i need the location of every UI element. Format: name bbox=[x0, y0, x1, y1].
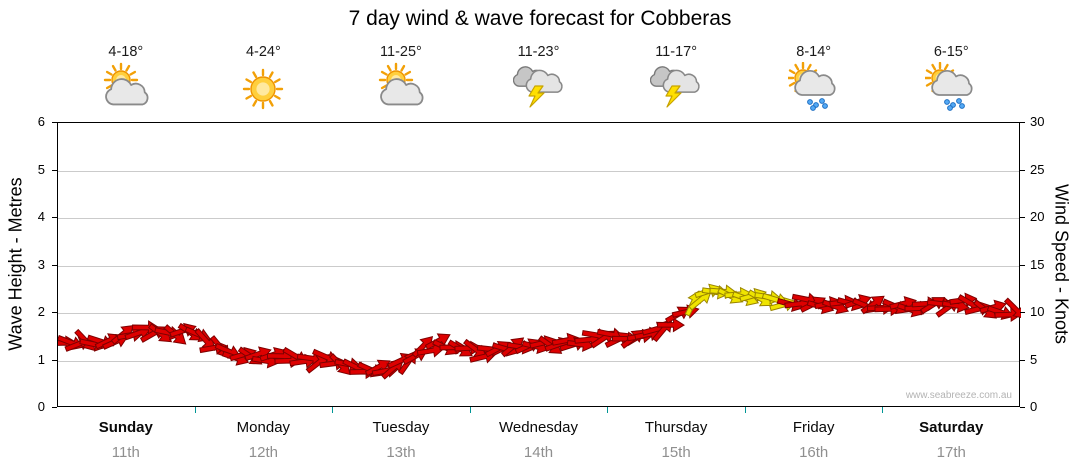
day-boundary-tick bbox=[332, 407, 334, 413]
page-title: 7 day wind & wave forecast for Cobberas bbox=[348, 7, 732, 30]
gridline bbox=[58, 170, 1019, 172]
temp-range: 4-18° bbox=[108, 44, 144, 60]
sun-cloud-icon bbox=[375, 62, 427, 119]
left-axis-tick-label: 6 bbox=[37, 114, 45, 129]
tick-mark bbox=[52, 312, 57, 313]
storm-icon bbox=[649, 62, 702, 119]
temperature-row: 4-18° 4-24° 11-25° 11-23° 11-17° 8-14° 6-15° bbox=[57, 42, 1020, 62]
day-boundary-tick bbox=[469, 407, 471, 413]
temp-range: 8-14° bbox=[796, 44, 832, 60]
weather-icons-row bbox=[57, 61, 1020, 119]
day-name: Friday bbox=[792, 418, 835, 436]
day-name: Saturday bbox=[919, 418, 984, 436]
day-dates-row: 11th 12th 13th 14th 15th 16th 17th bbox=[57, 442, 1020, 462]
day-name: Tuesday bbox=[372, 418, 430, 436]
tick-mark bbox=[52, 264, 57, 266]
tick-mark bbox=[1020, 359, 1025, 361]
day-boundary-tick bbox=[882, 407, 884, 413]
tick-mark bbox=[52, 122, 57, 123]
right-axis-tick-label: 25 bbox=[1030, 161, 1045, 177]
day-names-row: Sunday Monday Tuesday Wednesday Thursday Frid… bbox=[57, 417, 1020, 437]
right-axis-tick-label: 10 bbox=[1030, 304, 1045, 319]
watermark: www.seabreeze.com.au bbox=[905, 390, 1012, 401]
day-name: Wednesday bbox=[499, 418, 578, 436]
tick-mark bbox=[1020, 407, 1025, 408]
tick-mark bbox=[1020, 312, 1025, 313]
left-axis-tick-label: 5 bbox=[37, 161, 45, 177]
gridline bbox=[58, 313, 1019, 314]
day-date: 16th bbox=[799, 443, 829, 461]
day-date: 13th bbox=[386, 443, 416, 461]
day-name: Monday bbox=[236, 418, 291, 436]
tick-mark bbox=[52, 169, 57, 171]
day-boundary-tick bbox=[744, 407, 746, 413]
right-axis-tick-label: 15 bbox=[1030, 256, 1045, 272]
day-date: 14th bbox=[523, 443, 554, 461]
chart-plot-area: www.seabreeze.com.au bbox=[57, 122, 1021, 407]
day-name: Sunday bbox=[98, 418, 153, 436]
tick-mark bbox=[52, 407, 57, 408]
day-name: Thursday bbox=[644, 418, 708, 436]
gridline bbox=[58, 265, 1019, 267]
temp-range: 11-23° bbox=[517, 44, 560, 60]
left-axis-tick-labels: 0 1 2 3 4 5 6 bbox=[0, 114, 52, 414]
sun-cloud-icon bbox=[100, 62, 152, 119]
wind-direction-arrow-band bbox=[58, 283, 1021, 380]
right-axis-tick-label: 5 bbox=[1030, 351, 1038, 367]
day-date: 15th bbox=[661, 443, 691, 461]
sun-rain-icon bbox=[924, 61, 977, 119]
tick-mark bbox=[52, 359, 57, 361]
gridline bbox=[58, 218, 1019, 219]
storm-icon bbox=[512, 62, 565, 119]
gridline bbox=[58, 360, 1019, 362]
day-boundary-tick bbox=[194, 407, 196, 413]
sun-icon bbox=[237, 62, 289, 119]
day-boundary-tick bbox=[607, 407, 609, 413]
temp-range: 11-17° bbox=[655, 44, 697, 60]
right-axis-tick-label: 30 bbox=[1030, 114, 1045, 129]
right-axis-tick-label: 0 bbox=[1030, 399, 1038, 414]
left-axis-tick-label: 2 bbox=[37, 304, 45, 319]
tick-mark bbox=[1020, 122, 1025, 123]
left-axis-tick-label: 0 bbox=[37, 399, 45, 414]
right-axis-tick-labels: 0 5 10 15 20 25 30 bbox=[1023, 114, 1079, 414]
day-date: 11th bbox=[111, 443, 140, 461]
right-axis-tick-label: 20 bbox=[1030, 209, 1045, 224]
tick-mark bbox=[1020, 217, 1025, 218]
day-date: 17th bbox=[936, 443, 966, 461]
left-axis-tick-label: 4 bbox=[37, 209, 45, 224]
temp-range: 6-15° bbox=[933, 44, 969, 60]
tick-mark bbox=[52, 217, 57, 218]
sun-rain-icon bbox=[786, 61, 840, 119]
temp-range: 11-25° bbox=[380, 44, 422, 60]
tick-mark bbox=[1020, 264, 1025, 266]
temp-range: 4-24° bbox=[245, 44, 281, 60]
left-axis-tick-label: 3 bbox=[37, 256, 45, 272]
left-axis-tick-label: 1 bbox=[37, 351, 45, 367]
day-date: 12th bbox=[248, 443, 278, 461]
tick-mark bbox=[1020, 169, 1025, 171]
